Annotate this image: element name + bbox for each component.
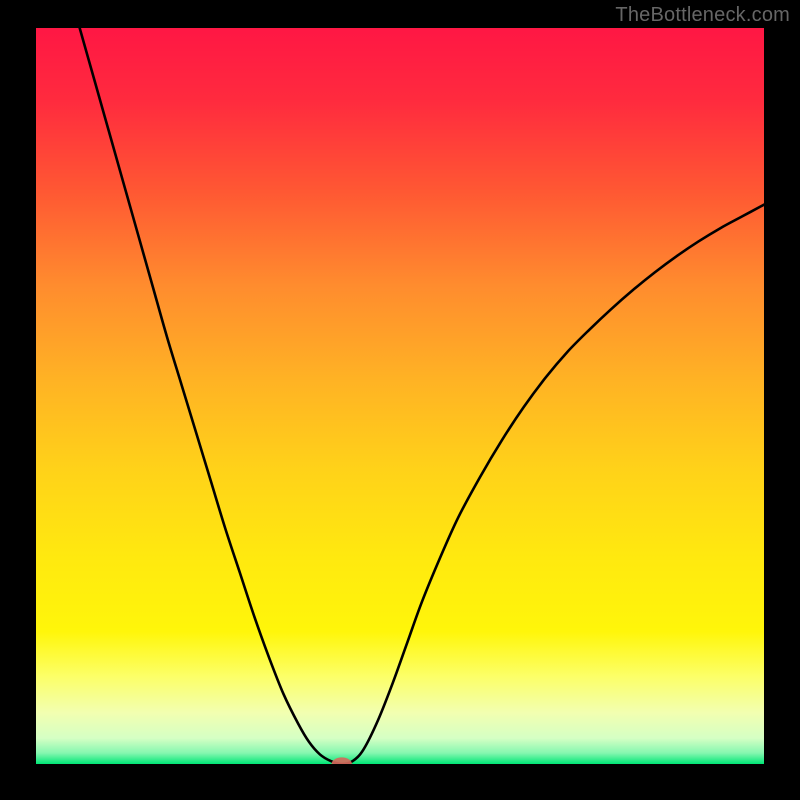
watermark-text: TheBottleneck.com bbox=[615, 4, 790, 27]
bottleneck-chart bbox=[0, 0, 800, 800]
chart-plot-background bbox=[36, 28, 764, 764]
